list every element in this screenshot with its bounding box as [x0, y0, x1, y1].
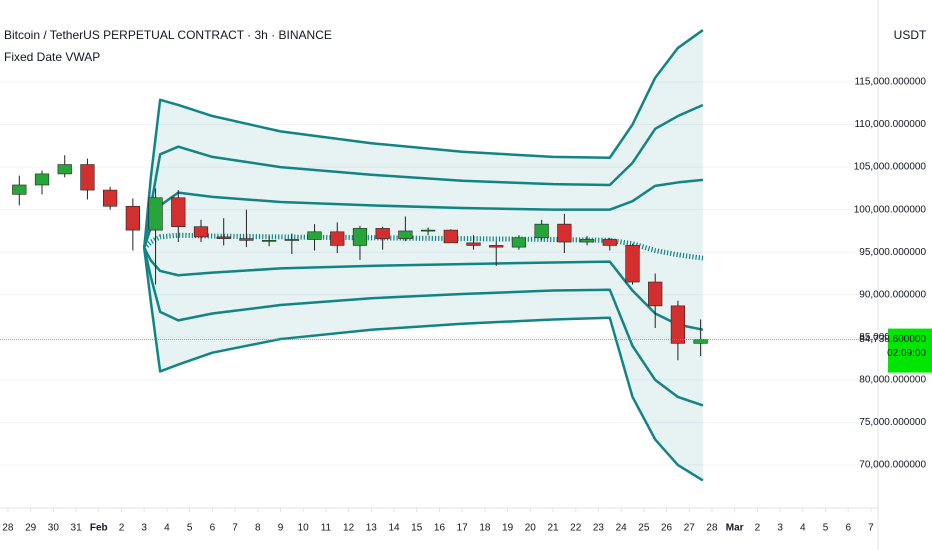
x-tick-label: 17 — [457, 523, 469, 534]
x-tick-label: 4 — [800, 523, 806, 534]
x-tick-label: 23 — [593, 523, 605, 534]
y-tick-label: 90,000.000000 — [859, 289, 926, 300]
indicator-name: Fixed Date VWAP — [4, 50, 100, 64]
candle-body — [648, 281, 663, 307]
currency-label: USDT — [894, 28, 927, 42]
candle-body — [443, 229, 458, 244]
x-tick-label: 7 — [868, 523, 874, 534]
band-line — [143, 178, 704, 249]
candle-body — [398, 230, 413, 239]
x-tick-label: 15 — [411, 523, 423, 534]
x-tick-label: 28 — [2, 523, 14, 534]
band-line — [142, 247, 704, 407]
y-tick-label: 105,000.000000 — [854, 162, 927, 173]
band-line — [142, 103, 704, 249]
x-tick-label: 10 — [298, 523, 310, 534]
x-tick-label: 20 — [525, 523, 537, 534]
y-tick-label: 95,000.000000 — [859, 247, 926, 258]
x-tick-label: 6 — [210, 523, 216, 534]
band-line — [142, 247, 704, 482]
x-tick-label: 2 — [119, 523, 125, 534]
x-tick-label: 5 — [187, 523, 193, 534]
candle-body — [193, 226, 209, 238]
candle-body — [534, 223, 549, 239]
candle-body — [670, 305, 686, 344]
x-tick-label: 26 — [661, 523, 673, 534]
candle-body — [307, 231, 322, 240]
candle-body — [557, 223, 572, 243]
x-tick-label: 28 — [706, 523, 718, 534]
y-tick-label: 70,000.000000 — [859, 460, 926, 471]
candle-body — [148, 197, 163, 231]
candle-body — [693, 339, 708, 344]
chart-title: Bitcoin / TetherUS PERPETUAL CONTRACT · … — [4, 28, 332, 42]
last-price-box — [888, 328, 932, 373]
x-tick-label: 19 — [502, 523, 514, 534]
candle-body — [34, 173, 50, 186]
x-tick-label: 8 — [255, 523, 261, 534]
countdown-label: 02:09:00 — [887, 348, 926, 359]
band-line — [143, 247, 704, 331]
candle-body — [80, 164, 95, 191]
x-tick-label: 12 — [343, 523, 355, 534]
y-tick-label: 100,000.000000 — [854, 204, 927, 215]
x-tick-label: 3 — [777, 523, 783, 534]
x-tick-label: 13 — [366, 523, 378, 534]
candle-body — [57, 164, 72, 175]
candle-body — [330, 231, 345, 246]
x-tick-label: 22 — [570, 523, 582, 534]
x-tick-label: 7 — [232, 523, 238, 534]
candle-body — [239, 238, 254, 241]
candle-body — [262, 240, 277, 242]
x-tick-label: 11 — [321, 523, 332, 534]
y-tick-label: 80,000.000000 — [859, 375, 926, 386]
x-tick-label: 27 — [684, 523, 696, 534]
x-tick-label: 21 — [547, 523, 559, 534]
grid — [0, 81, 878, 466]
candle-body — [625, 245, 640, 283]
candle-body — [352, 228, 368, 246]
x-tick-label: 16 — [434, 523, 446, 534]
x-tick-label: 31 — [71, 523, 83, 534]
y-tick-label: 110,000.000000 — [854, 119, 926, 130]
x-tick-label: 24 — [616, 523, 628, 534]
candle-body — [489, 245, 504, 248]
candle-body — [466, 242, 481, 246]
candle-body — [420, 229, 436, 232]
candle-body — [284, 239, 299, 241]
plot-area — [0, 29, 878, 482]
band-fill — [144, 30, 703, 481]
x-tick-label: Mar — [726, 523, 744, 534]
candle-body — [579, 239, 595, 243]
last-price-label: 84,738.600000 — [859, 334, 926, 345]
candle-body — [171, 197, 186, 227]
x-tick-label: 5 — [823, 523, 829, 534]
candle-body — [12, 184, 27, 195]
band-line — [142, 29, 704, 249]
candle-body — [602, 239, 617, 246]
x-tick-label: 3 — [141, 523, 147, 534]
y-tick-label: 115,000.000000 — [854, 77, 926, 88]
candle-body — [511, 237, 527, 248]
x-tick-label: 18 — [479, 523, 491, 534]
x-tick-label: 2 — [755, 523, 761, 534]
vwap-line — [142, 232, 704, 261]
x-tick-label: 14 — [388, 523, 400, 534]
x-tick-label: 29 — [25, 523, 37, 534]
x-tick-label: 25 — [638, 523, 650, 534]
candle-body — [216, 236, 231, 239]
axes: 70,000.000000 75,000.000000 80,000.000000 8… — [2, 77, 932, 534]
x-tick-label: 9 — [278, 523, 284, 534]
x-tick-label: 6 — [845, 523, 851, 534]
x-tick-label: 4 — [164, 523, 170, 534]
candle-body — [103, 189, 118, 207]
x-tick-label: Feb — [90, 523, 108, 534]
y-tick-label: 75,000.000000 — [859, 417, 926, 428]
candle-body — [375, 228, 390, 239]
candle-body — [125, 205, 140, 231]
x-tick-label: 30 — [48, 523, 60, 534]
